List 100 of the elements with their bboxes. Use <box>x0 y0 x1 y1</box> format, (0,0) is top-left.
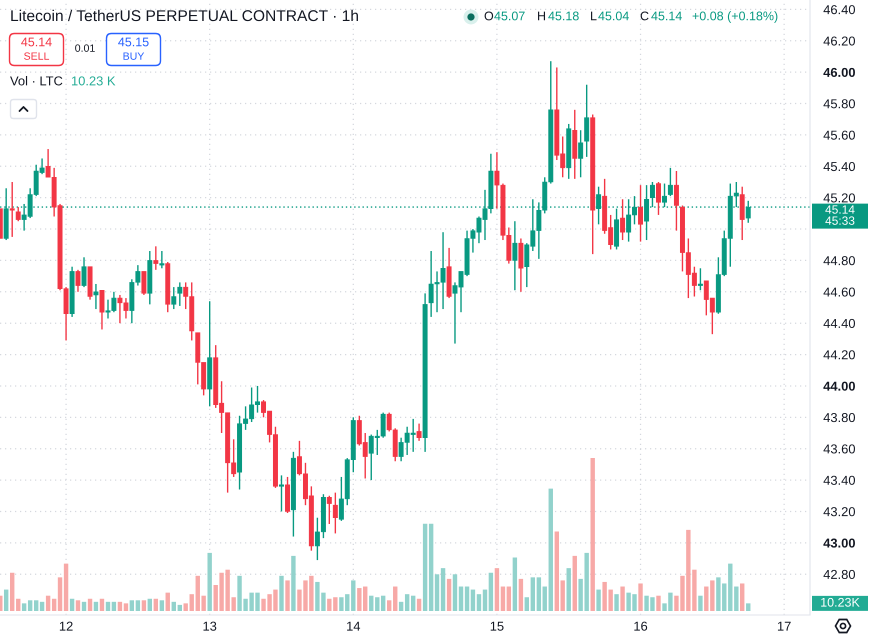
y-tick-label: 42.80 <box>823 570 856 580</box>
candlestick <box>656 181 661 216</box>
candlestick <box>159 250 164 269</box>
text: 10.23K <box>821 598 860 607</box>
candlestick <box>512 220 518 291</box>
annotation: H <box>538 12 546 20</box>
bar <box>746 603 750 611</box>
candlestick <box>638 184 644 242</box>
bar <box>207 552 212 611</box>
candlestick <box>416 422 422 442</box>
candlestick <box>10 181 15 238</box>
candlestick <box>668 167 673 197</box>
bar <box>452 574 458 611</box>
candlestick <box>332 492 338 534</box>
x-tick-label: 16 <box>634 622 648 631</box>
bar <box>596 590 601 611</box>
annotation: 0.01 <box>75 44 95 52</box>
x-tick-label: 13 <box>203 622 216 631</box>
bar <box>94 602 98 611</box>
y-tick-label: 44.60 <box>823 287 856 297</box>
bar <box>154 598 158 611</box>
y-tick-label: 45.20 <box>823 193 856 202</box>
y-tick-label: 44.80 <box>823 256 856 266</box>
bar <box>160 600 164 611</box>
candlestick <box>177 282 182 307</box>
candlestick <box>93 283 98 310</box>
y-tick-label: 46.20 <box>823 36 856 46</box>
y-tick-label: 43.40 <box>823 476 856 485</box>
bar <box>285 580 290 611</box>
y-tick-label: 45.80 <box>823 99 856 108</box>
y-tick-label: 43.80 <box>823 412 856 422</box>
y-tick-label: 43.00 <box>823 538 855 548</box>
annotation: 45.07 <box>494 12 525 20</box>
bar <box>518 578 524 611</box>
candlestick <box>578 130 584 178</box>
bar <box>572 556 577 611</box>
bar <box>512 557 518 611</box>
bar <box>566 568 571 611</box>
candlestick <box>279 474 284 512</box>
y-tick-label: 44.00 <box>823 382 855 391</box>
candlestick <box>171 286 176 310</box>
candlestick <box>674 170 679 232</box>
bar <box>446 578 452 611</box>
bar <box>64 564 68 611</box>
bar <box>698 596 703 611</box>
bar <box>297 590 302 611</box>
annotation: O <box>484 12 494 20</box>
candlestick <box>153 246 158 271</box>
ref-line-label: 45.14 45:33 <box>825 205 855 225</box>
x-tick-label: 17 <box>778 622 791 631</box>
annotation: 45.15 <box>118 38 149 46</box>
candlestick <box>75 269 80 293</box>
bar <box>740 583 744 611</box>
y-tick-label: 46.00 <box>823 68 855 77</box>
annotation: 45.14 <box>651 12 682 20</box>
candlestick <box>141 270 146 296</box>
chart-title: Vol · LTC <box>10 76 62 86</box>
bar <box>291 556 296 611</box>
x-tick-label: 14 <box>347 622 360 631</box>
bar <box>674 596 679 611</box>
bar <box>416 598 422 611</box>
annotation: L <box>591 12 597 20</box>
annotation: SELL <box>24 52 50 60</box>
bar <box>279 576 284 611</box>
x-tick-label: 15 <box>490 622 504 631</box>
annotation: 45.14 <box>21 38 52 46</box>
bar <box>458 586 464 611</box>
candlestick <box>620 198 626 241</box>
candlestick <box>698 268 703 291</box>
bar <box>4 590 8 611</box>
annotation: 45.18 <box>548 12 579 20</box>
candlestick <box>16 206 21 222</box>
bar <box>142 600 146 611</box>
annotation: C <box>640 12 649 20</box>
candlestick <box>99 290 104 330</box>
bar <box>614 594 619 611</box>
bar <box>656 596 661 611</box>
candlestick <box>82 256 87 288</box>
candlestick <box>326 495 332 525</box>
annotation: +0.08 (+0.18%) <box>692 11 778 23</box>
bar <box>88 598 92 611</box>
bar <box>476 594 482 611</box>
y-tick-label: 43.60 <box>823 444 856 454</box>
candlestick <box>584 84 590 158</box>
y-tick-label: 44.20 <box>823 350 856 360</box>
bar <box>70 598 74 611</box>
x-tick-label: 12 <box>60 622 73 631</box>
y-tick-label: 46.40 <box>823 5 856 14</box>
bar <box>148 598 152 611</box>
bar <box>166 592 170 611</box>
bar <box>620 586 625 611</box>
annotation: BUY <box>124 52 144 60</box>
chart-title: Litecoin / TetherUS PERPETUAL CONTRACT · 1h <box>11 10 358 22</box>
bar <box>440 568 446 611</box>
y-tick-label: 45.60 <box>823 130 856 140</box>
y-tick-label: 43.20 <box>823 507 856 516</box>
bar <box>590 458 595 611</box>
bar <box>638 583 643 611</box>
annotation: 45.04 <box>598 12 629 20</box>
y-tick-label: 45.40 <box>823 162 856 172</box>
